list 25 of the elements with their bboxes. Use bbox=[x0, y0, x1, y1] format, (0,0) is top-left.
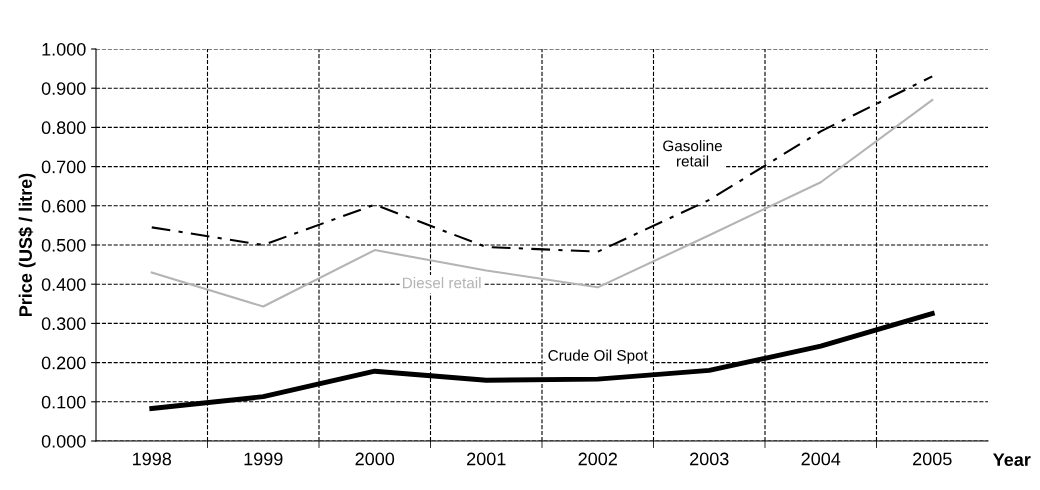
y-tick-label: 0.800 bbox=[41, 121, 86, 135]
y-tick-label: 0.600 bbox=[41, 199, 86, 213]
series-label: Gasoline retail bbox=[663, 140, 722, 167]
y-tick-label: 1.000 bbox=[42, 42, 86, 56]
x-tick-label: 1999 bbox=[244, 452, 283, 466]
y-tick-label: 0.000 bbox=[41, 434, 86, 448]
x-tick-label: 2001 bbox=[467, 452, 506, 466]
x-tick-label: 2003 bbox=[690, 452, 729, 466]
x-tick-label: 2000 bbox=[355, 452, 395, 466]
x-tick-label: 2004 bbox=[801, 452, 841, 466]
y-axis-title: Price (US$ / litre) bbox=[18, 173, 36, 317]
y-tick-label: 0.500 bbox=[41, 238, 86, 252]
y-tick-label: 0.900 bbox=[41, 82, 86, 95]
series-label: Diesel retail bbox=[403, 277, 481, 289]
y-tick-label: 0.400 bbox=[41, 278, 86, 291]
y-tick-label: 0.300 bbox=[41, 317, 86, 331]
x-tick-label: 2002 bbox=[578, 452, 617, 466]
series-label: Crude Oil Spot bbox=[548, 349, 648, 364]
x-tick-label: 2005 bbox=[913, 452, 952, 466]
y-tick-label: 0.700 bbox=[41, 160, 86, 174]
x-axis-title: Year bbox=[993, 453, 1031, 467]
x-tick-label: 1998 bbox=[133, 452, 172, 466]
y-tick-label: 0.100 bbox=[41, 395, 86, 409]
line-series bbox=[150, 98, 934, 308]
y-tick-label: 0.200 bbox=[41, 356, 86, 370]
